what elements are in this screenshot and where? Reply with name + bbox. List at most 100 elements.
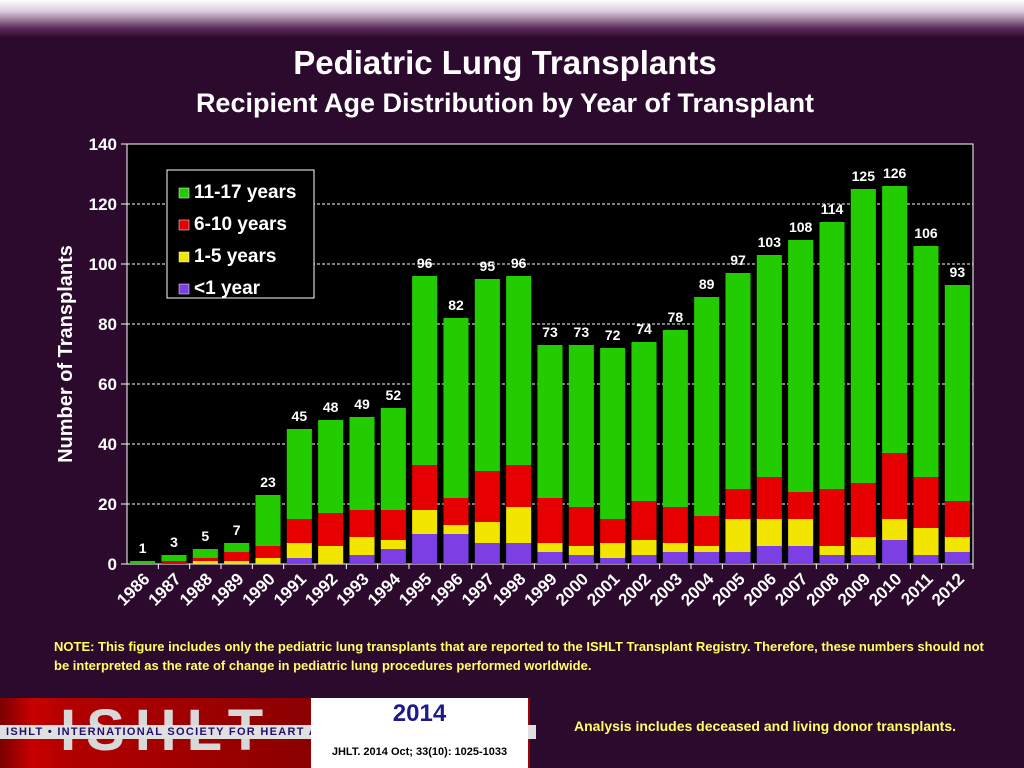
bar-segment [850, 555, 876, 564]
bar-segment [756, 477, 782, 519]
bar-total-label: 97 [730, 252, 746, 268]
bar-segment [725, 273, 751, 489]
legend-swatch [178, 187, 190, 199]
x-tick-label: 1991 [270, 569, 310, 609]
x-tick-label: 2006 [740, 569, 780, 609]
bar-total-label: 5 [201, 528, 209, 544]
bar-segment [694, 546, 720, 552]
bar-segment [756, 519, 782, 546]
bar-segment [662, 507, 688, 543]
x-tick-label: 2003 [646, 569, 686, 609]
bar-segment [882, 519, 908, 540]
bar-segment [756, 546, 782, 564]
ishlt-banner: ISHLT ISHLT • INTERNATIONAL SOCIETY FOR … [0, 698, 536, 768]
bar-total-label: 45 [292, 408, 308, 424]
x-tick-label: 2002 [615, 569, 655, 609]
bar-segment [474, 471, 500, 522]
stacked-bar-chart: 0 20 40 60 80 100 120 140 Number of Transplants 1… [55, 135, 974, 610]
bar-total-label: 23 [260, 474, 276, 490]
bar-total-label: 7 [233, 522, 241, 538]
x-tick-label: 1988 [176, 569, 216, 609]
bar-segment [380, 549, 406, 564]
bar-segment [631, 342, 657, 501]
chart-title: Pediatric Lung Transplants [293, 44, 717, 81]
bar-total-label: 1 [139, 540, 147, 556]
legend-label: <1 year [194, 278, 261, 299]
bar-total-label: 106 [914, 225, 938, 241]
bar-segment [380, 510, 406, 540]
bar-segment [474, 279, 500, 471]
bar-segment [725, 519, 751, 552]
bar-segment [192, 561, 218, 564]
legend-box [166, 169, 315, 299]
x-tick-label: 2010 [865, 569, 905, 609]
legend-swatch [178, 283, 190, 295]
bar-segment [725, 552, 751, 564]
bar-segment [286, 519, 312, 543]
bar-segment [443, 318, 469, 498]
x-tick-label: 1987 [145, 569, 185, 609]
bar-segment [882, 540, 908, 564]
bar-segment [443, 525, 469, 534]
bar-segment [568, 345, 594, 507]
bar-segment [694, 516, 720, 546]
bar-total-label: 82 [448, 297, 464, 313]
x-tick-label: 1989 [207, 569, 247, 609]
x-tick-label: 2011 [897, 569, 937, 609]
banner-year: 2014 [392, 700, 447, 727]
x-tick-label: 1996 [427, 569, 467, 609]
bar-segment [506, 276, 532, 465]
bar-segment [568, 507, 594, 546]
bar-segment [318, 513, 344, 546]
bar-segment [756, 255, 782, 477]
legend-label: 11-17 years [194, 182, 297, 203]
bar-segment [412, 465, 438, 510]
bar-segment [788, 546, 814, 564]
bar-segment [600, 558, 626, 564]
bar-segment [224, 561, 250, 564]
bar-segment [224, 543, 250, 552]
y-tick-label: 0 [108, 555, 117, 574]
bar-total-label: 93 [950, 264, 966, 280]
y-tick-label: 60 [98, 375, 117, 394]
bar-segment [882, 453, 908, 519]
y-tick-label: 20 [98, 495, 117, 514]
bar-segment [913, 528, 939, 555]
legend-label: 6-10 years [194, 214, 287, 235]
bar-segment [662, 330, 688, 507]
bar-segment [568, 555, 594, 564]
bar-segment [913, 246, 939, 477]
x-tick-label: 2004 [677, 569, 718, 610]
bar-total-label: 108 [789, 219, 813, 235]
x-tick-label: 1993 [333, 569, 373, 609]
bar-segment [380, 540, 406, 549]
bar-segment [600, 348, 626, 519]
bar-segment [913, 477, 939, 528]
bar-total-label: 73 [574, 324, 590, 340]
bar-segment [662, 552, 688, 564]
bar-total-label: 125 [852, 168, 876, 184]
bar-segment [474, 543, 500, 564]
citation-box: 2014 JHLT. 2014 Oct; 33(10): 1025-1033 [311, 698, 528, 768]
bar-segment [944, 537, 970, 552]
bar-segment [694, 552, 720, 564]
bar-segment [819, 222, 845, 489]
bar-segment [725, 489, 751, 519]
bar-total-label: 73 [542, 324, 558, 340]
bar-segment [882, 186, 908, 453]
bar-segment [412, 276, 438, 465]
x-tick-label: 2008 [803, 569, 843, 609]
y-tick-label: 120 [89, 195, 117, 214]
top-gradient-band [0, 0, 1024, 38]
y-tick-label: 40 [98, 435, 117, 454]
bar-segment [506, 507, 532, 543]
bar-total-label: 78 [668, 309, 684, 325]
bar-segment [192, 558, 218, 561]
bar-segment [412, 534, 438, 564]
bar-segment [255, 558, 281, 564]
bar-total-label: 49 [354, 396, 370, 412]
bar-segment [443, 534, 469, 564]
y-tick-label: 100 [89, 255, 117, 274]
x-tick-label: 2000 [552, 569, 592, 609]
bar-segment [349, 537, 375, 555]
